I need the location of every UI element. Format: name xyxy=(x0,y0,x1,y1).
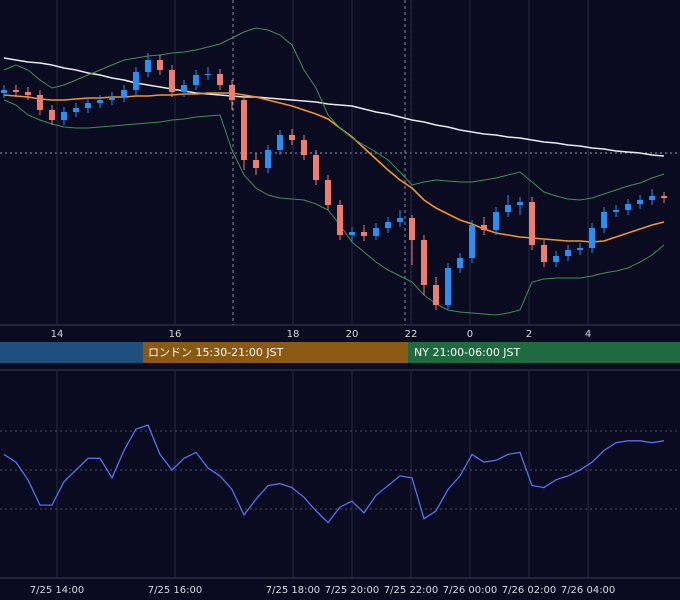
candle-body xyxy=(469,225,476,258)
candle-body xyxy=(613,210,620,212)
indicator-line xyxy=(3,99,665,316)
candle-body xyxy=(625,204,632,210)
indicator-line xyxy=(3,57,665,157)
candle-body xyxy=(24,92,31,95)
time-label: 7/25 18:00 xyxy=(266,585,320,596)
candle-body xyxy=(60,112,67,120)
candle-body xyxy=(204,74,211,75)
candle-body xyxy=(421,240,428,285)
candle-body xyxy=(409,218,416,240)
candle-body xyxy=(96,100,103,103)
candle-body xyxy=(156,60,163,70)
time-label: 7/25 20:00 xyxy=(325,585,379,596)
x-tick-label: 22 xyxy=(405,329,418,340)
candle-body xyxy=(84,103,91,108)
candle-body xyxy=(385,222,392,228)
x-tick-label: 2 xyxy=(526,329,532,340)
x-tick-label: 0 xyxy=(467,329,473,340)
session-tokyo xyxy=(0,342,143,363)
x-tick-label: 16 xyxy=(169,329,182,340)
indicator-line xyxy=(3,27,665,201)
candle-body xyxy=(36,95,43,110)
candle-body xyxy=(397,218,404,222)
candle-body xyxy=(168,70,175,92)
candle-body xyxy=(48,110,55,120)
candle-body xyxy=(577,248,584,250)
time-label: 7/26 02:00 xyxy=(502,585,556,596)
candle-body xyxy=(0,90,7,93)
candle-body xyxy=(445,268,452,305)
session-london xyxy=(143,342,408,363)
candle-body xyxy=(361,232,368,236)
time-label: 7/25 14:00 xyxy=(30,585,84,596)
candle-body xyxy=(349,232,356,235)
candle-body xyxy=(505,205,512,212)
candle-body xyxy=(493,212,500,230)
time-label: 7/25 16:00 xyxy=(148,585,202,596)
x-tick-label: 4 xyxy=(585,329,591,340)
candle-body xyxy=(192,75,199,85)
rsi-line xyxy=(3,424,665,524)
candle-body xyxy=(649,196,656,200)
candle-body xyxy=(661,196,668,198)
candle-body xyxy=(144,60,151,72)
candle-body xyxy=(72,108,79,112)
time-label: 7/26 00:00 xyxy=(443,585,497,596)
x-tick-label: 20 xyxy=(346,329,359,340)
candle-body xyxy=(300,140,307,155)
candle-body xyxy=(565,250,572,256)
candle-body xyxy=(601,212,608,228)
candle-body xyxy=(553,256,560,262)
session-label: ロンドン 15:30-21:00 JST xyxy=(148,346,284,359)
candle-body xyxy=(132,72,139,90)
candle-body xyxy=(324,180,331,205)
candle-body xyxy=(276,135,283,150)
x-tick-label: 14 xyxy=(51,329,64,340)
time-label: 7/26 04:00 xyxy=(561,585,615,596)
candle-body xyxy=(12,90,19,92)
x-tick-label: 18 xyxy=(287,329,300,340)
candle-body xyxy=(457,258,464,268)
candle-body xyxy=(312,155,319,180)
candle-body xyxy=(541,245,548,262)
session-label: NY 21:00-06:00 JST xyxy=(414,346,521,359)
candle-body xyxy=(337,205,343,235)
candle-body xyxy=(589,228,596,248)
candle-body xyxy=(517,202,524,205)
candle-body xyxy=(120,90,127,97)
time-label: 7/25 22:00 xyxy=(384,585,438,596)
candle-body xyxy=(240,100,247,160)
candle-body xyxy=(373,228,380,236)
candle-body xyxy=(180,85,187,92)
candle-body xyxy=(433,285,440,305)
candle-body xyxy=(529,202,536,245)
candle-body xyxy=(264,150,271,168)
session-ny xyxy=(408,342,680,363)
candle-body xyxy=(228,85,235,100)
candle-body xyxy=(252,160,259,168)
candle-body xyxy=(288,135,295,140)
candle-body xyxy=(108,97,115,100)
candle-body xyxy=(481,225,488,230)
candle-body xyxy=(216,74,223,85)
candle-body xyxy=(637,200,644,204)
